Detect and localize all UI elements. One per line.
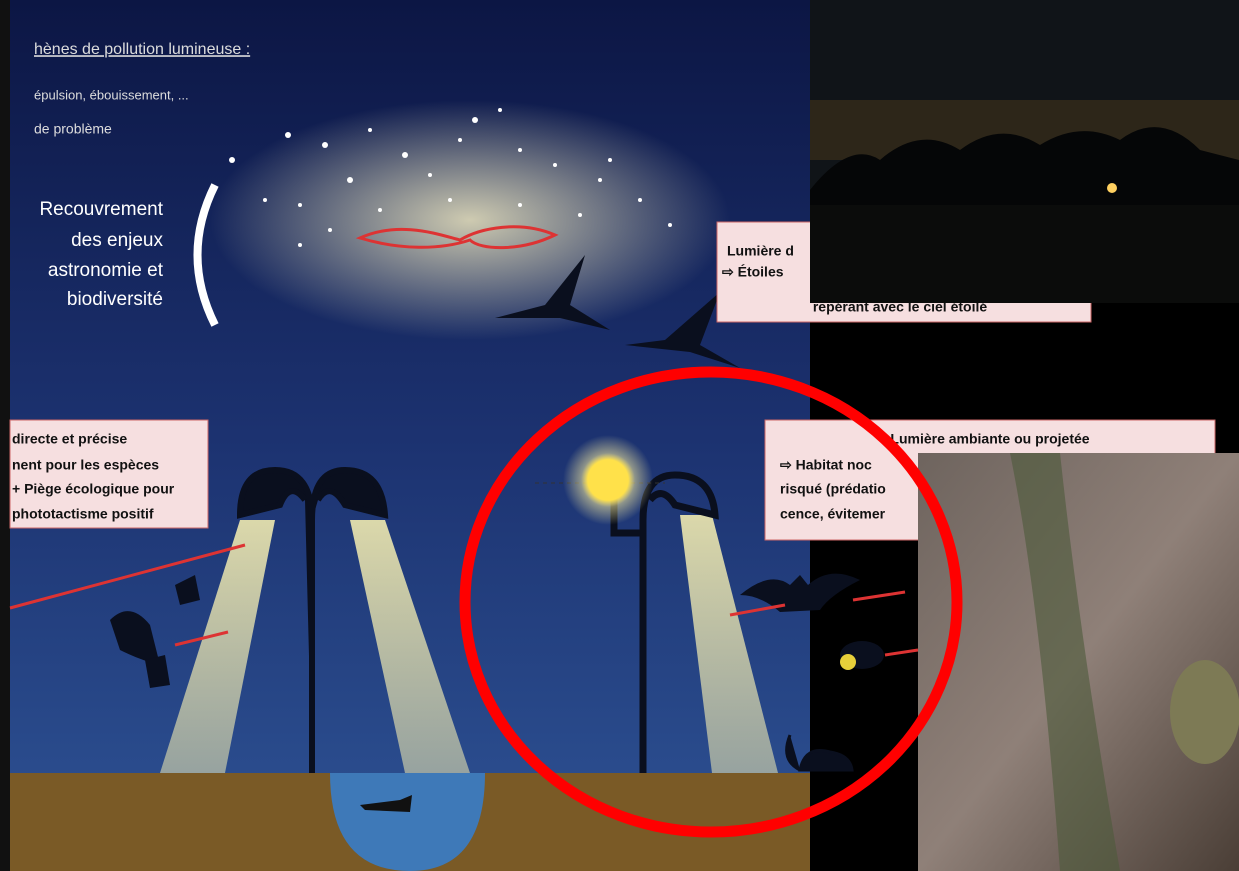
note-line: des enjeux <box>71 230 163 251</box>
note-line: astronomie et <box>48 260 164 281</box>
slide: hènes de pollution lumineuse : épulsion,… <box>0 0 1239 871</box>
callout-line: + Piège écologique pour <box>12 481 175 497</box>
night-photo <box>810 0 1239 303</box>
note-line: biodiversité <box>67 289 163 310</box>
callout-line: directe et précise <box>12 431 127 447</box>
callout-line: ⇨ Étoiles <box>722 264 784 280</box>
callout-line: phototactisme positif <box>12 506 154 522</box>
callout-line: cence, évitemer <box>780 506 886 522</box>
frog-photo <box>918 453 1239 871</box>
lamp-bulb <box>563 435 653 525</box>
note-line: Recouvrement <box>39 199 163 220</box>
callout-line: ⇨ Habitat noc <box>780 457 872 473</box>
callout-line: Lumière ambiante ou projetée <box>890 431 1089 447</box>
bullet: de problème <box>34 121 112 137</box>
callout-line: Lumière d <box>727 243 794 259</box>
bullet: épulsion, ébouissement, ... <box>34 87 189 102</box>
callout-line: risqué (prédatio <box>780 481 886 497</box>
heading: hènes de pollution lumineuse : <box>34 41 250 58</box>
left-edge <box>0 0 10 871</box>
callout-line: nent pour les espèces <box>12 457 159 473</box>
